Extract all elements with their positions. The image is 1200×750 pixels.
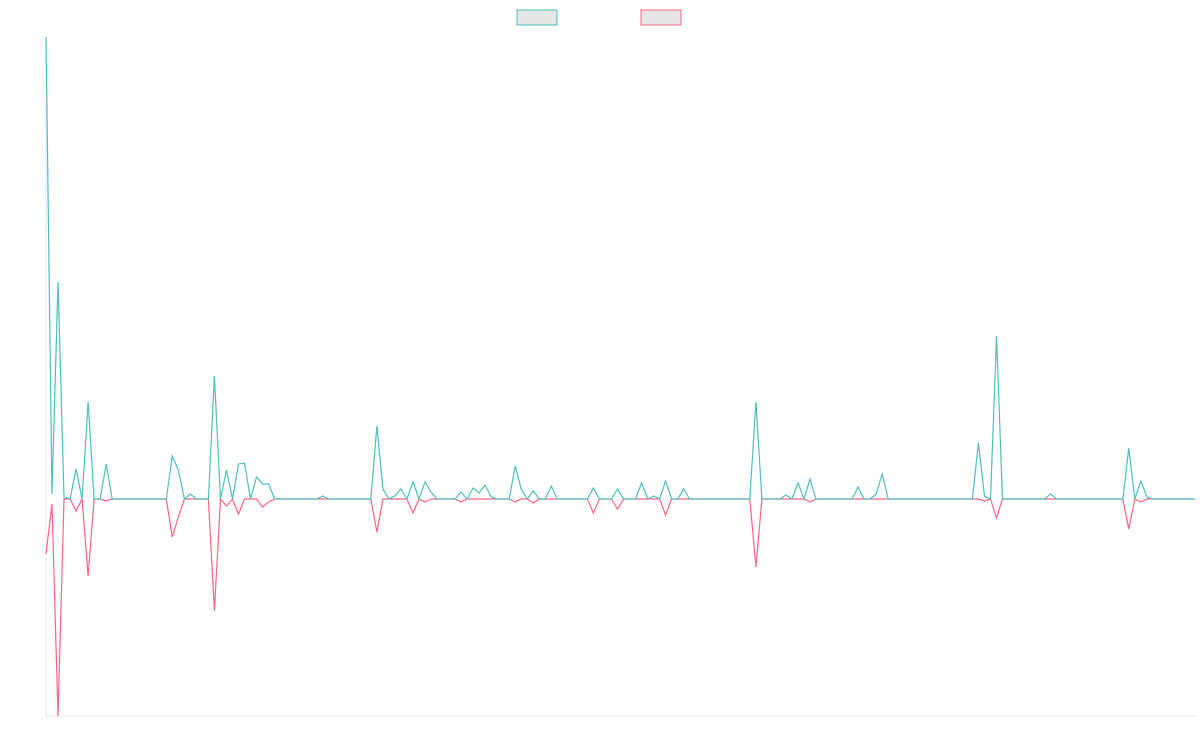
- series-line: [45, 36, 1195, 501]
- series-line: [45, 496, 1195, 717]
- legend-swatch[interactable]: [516, 9, 558, 26]
- legend-swatch[interactable]: [640, 9, 682, 26]
